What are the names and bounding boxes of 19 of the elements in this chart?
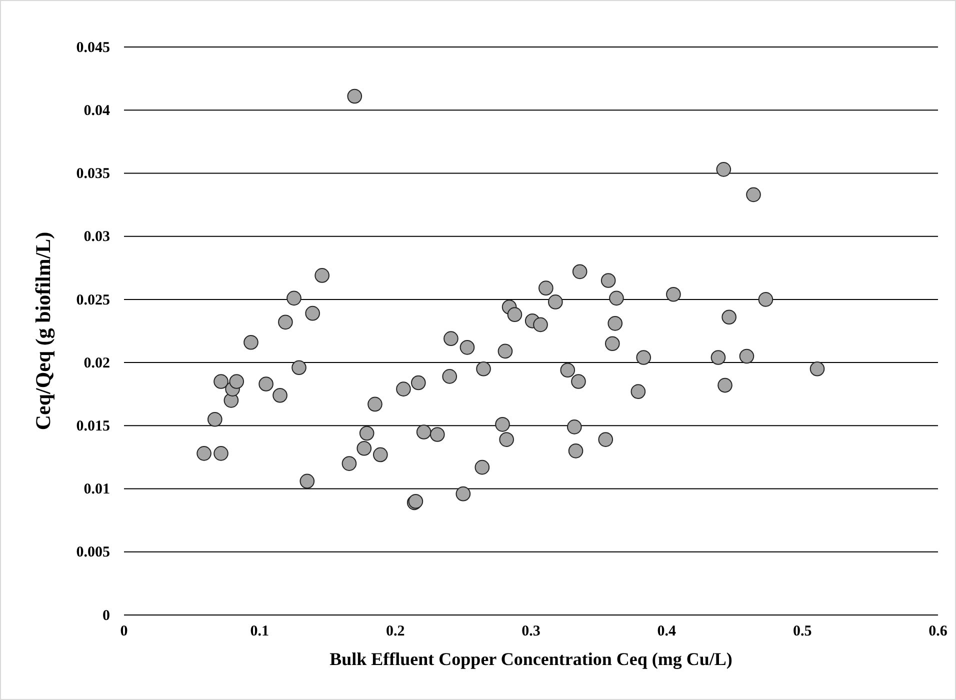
y-tick-label: 0.005 xyxy=(76,544,110,561)
x-tick-label: 0.6 xyxy=(928,624,948,640)
y-tick-label: 0.015 xyxy=(76,418,110,434)
x-tick-label: 0.1 xyxy=(250,624,270,640)
y-tick-label: 0 xyxy=(102,608,110,624)
x-tick-label: 0.4 xyxy=(657,624,677,640)
y-tick-label: 0.02 xyxy=(84,355,110,372)
y-tick-label: 0.045 xyxy=(76,40,110,56)
x-tick-label: 0 xyxy=(120,624,128,640)
y-tick-label: 0.04 xyxy=(84,102,110,119)
y-tick-label: 0.025 xyxy=(76,292,110,308)
x-tick-label: 0.2 xyxy=(386,624,405,640)
y-tick-label: 0.03 xyxy=(84,229,110,246)
y-tick-label: 0.01 xyxy=(84,482,110,498)
y-tick-label: 0.035 xyxy=(76,166,110,182)
x-tick-label: 0.3 xyxy=(522,624,540,640)
x-tick-label: 0.5 xyxy=(792,624,812,640)
x-axis-title: Bulk Effluent Copper Concentration Ceq (mg Cu/L) xyxy=(330,649,732,669)
y-axis-title: Ceq/Qeq (g biofilm/L) xyxy=(31,232,55,430)
